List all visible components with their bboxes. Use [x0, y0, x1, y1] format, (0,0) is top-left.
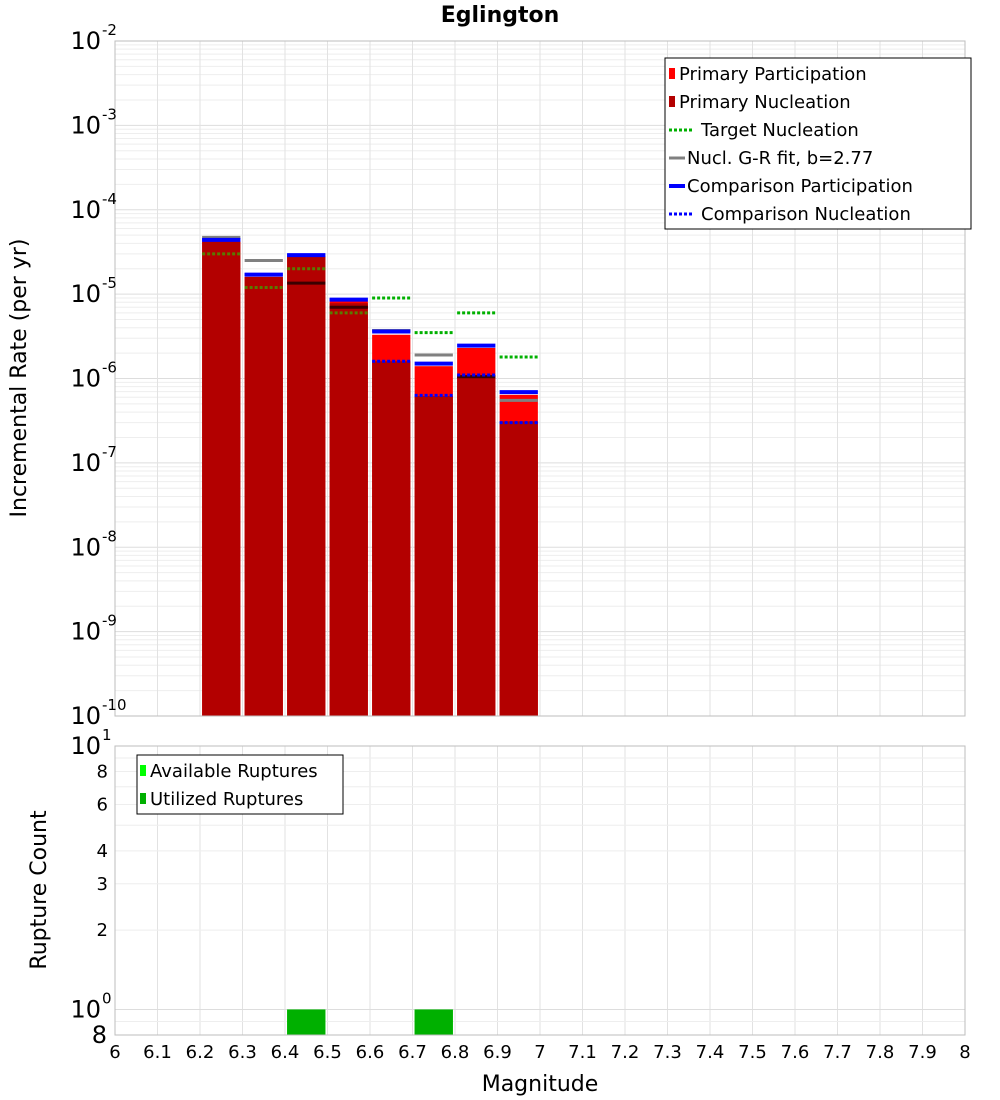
top-plot-bars	[202, 241, 538, 717]
primary-nucleation-bar	[414, 396, 453, 716]
top-legend-label: Comparison Participation	[687, 176, 913, 197]
bottom-y-tick-label: 4	[97, 841, 108, 862]
x-tick-label: 7.1	[568, 1042, 597, 1063]
bottom-legend-swatch	[140, 793, 146, 804]
bottom-y-tick-label: 2	[97, 920, 108, 941]
bottom-y-tick-label: 8	[97, 762, 108, 783]
bottom-legend: Available Ruptures Utilized Ruptures	[136, 754, 344, 815]
x-tick-label: 6.6	[356, 1042, 385, 1063]
x-ticks: 6 6.1 6.2 6.3 6.4 6.5 6.6 6.7 6.8 6.9 7 7.1 7.2 7.3 7.…	[109, 1042, 970, 1063]
top-y-tick-exponent: -7	[102, 443, 117, 461]
x-tick-label: 7.5	[738, 1042, 767, 1063]
top-legend-box	[664, 57, 972, 230]
x-tick-label: 7.8	[866, 1042, 895, 1063]
bottom-y-axis-label: Rupture Count	[27, 810, 52, 970]
x-tick-label: 6.9	[483, 1042, 512, 1063]
bottom-legend-box	[136, 754, 344, 815]
top-y-tick-base: 10	[70, 533, 101, 561]
bottom-y-tick-exponent: 0	[102, 989, 112, 1007]
top-y-tick-exponent: -4	[102, 190, 117, 208]
top-y-tick-base: 10	[70, 618, 101, 646]
top-y-tick-base: 10	[70, 365, 101, 393]
chart-title: Eglington	[441, 3, 560, 28]
x-tick-label: 7.3	[653, 1042, 682, 1063]
x-tick-label: 6.5	[313, 1042, 342, 1063]
bottom-legend-label: Utilized Ruptures	[150, 789, 303, 810]
top-y-tick-base: 10	[70, 111, 101, 139]
top-y-tick-exponent: -8	[102, 527, 117, 545]
top-legend-swatch	[669, 96, 675, 107]
x-tick-label: 7.6	[781, 1042, 810, 1063]
bottom-y-tick-label: 8	[92, 1021, 107, 1049]
top-plot-frame	[114, 40, 966, 717]
top-y-tick-exponent: -9	[102, 612, 117, 630]
top-y-tick-exponent: -5	[102, 274, 117, 292]
top-y-tick-base: 10	[70, 27, 101, 55]
primary-nucleation-bar	[499, 421, 538, 716]
primary-nucleation-bar	[329, 303, 368, 716]
top-legend-label: Primary Participation	[679, 64, 867, 85]
top-legend-label: Primary Nucleation	[679, 92, 851, 113]
bottom-legend-label: Available Ruptures	[150, 761, 318, 782]
top-legend: Primary Participation Primary Nucleation T…	[664, 57, 972, 230]
top-legend-swatch	[669, 68, 675, 79]
x-tick-label: 7.9	[908, 1042, 937, 1063]
primary-nucleation-bar	[457, 375, 496, 716]
primary-nucleation-bar	[244, 276, 283, 716]
top-y-tick-base: 10	[70, 449, 101, 477]
top-y-tick-base: 10	[70, 702, 101, 730]
x-tick-label: 6.2	[186, 1042, 215, 1063]
top-y-tick-exponent: -6	[102, 359, 117, 377]
x-tick-label: 6.3	[228, 1042, 257, 1063]
x-tick-label: 7.4	[696, 1042, 725, 1063]
bottom-plot-bars	[287, 1009, 453, 1035]
top-y-tick-base: 10	[70, 280, 101, 308]
bottom-y-tick-label: 6	[97, 794, 108, 815]
x-tick-label: 6.4	[271, 1042, 300, 1063]
x-axis-label: Magnitude	[482, 1072, 599, 1097]
x-tick-label: 7	[534, 1042, 545, 1063]
top-y-tick-exponent: -10	[102, 696, 127, 714]
x-tick-label: 6.1	[143, 1042, 172, 1063]
bottom-y-tick-label: 3	[97, 874, 108, 895]
utilized-ruptures-bar	[414, 1009, 453, 1035]
x-tick-label: 8	[959, 1042, 970, 1063]
top-y-tick-exponent: -3	[102, 105, 117, 123]
utilized-ruptures-bar	[287, 1009, 326, 1035]
bottom-y-tick-base: 10	[70, 995, 101, 1023]
x-tick-label: 6.7	[398, 1042, 427, 1063]
top-legend-label: Nucl. G-R fit, b=2.77	[687, 148, 873, 169]
bottom-y-tick-exponent: 1	[102, 726, 112, 744]
top-plot-segments	[202, 235, 538, 425]
bottom-legend-swatch	[140, 765, 146, 776]
x-tick-label: 6	[109, 1042, 120, 1063]
primary-nucleation-bar	[287, 256, 326, 716]
top-y-tick-exponent: -2	[102, 21, 117, 39]
top-legend-label: Comparison Nucleation	[701, 204, 911, 225]
bottom-plot-frame	[114, 745, 966, 1036]
primary-nucleation-bar	[372, 361, 411, 716]
x-tick-label: 6.8	[441, 1042, 470, 1063]
top-legend-label: Target Nucleation	[700, 120, 859, 141]
primary-nucleation-bar	[202, 241, 241, 717]
x-tick-label: 7.2	[611, 1042, 640, 1063]
x-tick-label: 7.7	[823, 1042, 852, 1063]
bottom-y-tick-base: 10	[70, 732, 101, 760]
top-y-axis-label: Incremental Rate (per yr)	[7, 239, 32, 518]
top-y-tick-base: 10	[70, 196, 101, 224]
